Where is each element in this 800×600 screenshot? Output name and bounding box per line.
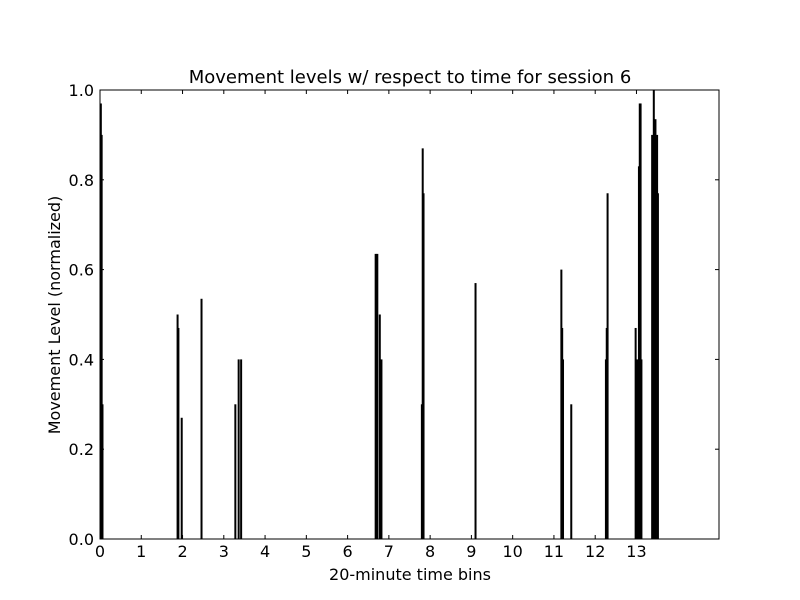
bar	[380, 359, 383, 539]
x-tick-label: 3	[219, 542, 229, 561]
bar	[636, 359, 639, 539]
bar	[237, 359, 240, 539]
bar	[634, 327, 637, 539]
x-tick-label: 2	[177, 542, 187, 561]
x-tick-label: 6	[343, 542, 353, 561]
bar	[422, 193, 425, 539]
bar	[177, 327, 180, 539]
bar	[651, 134, 654, 539]
bar	[376, 253, 379, 539]
plot-frame	[99, 89, 720, 540]
bar	[200, 298, 203, 539]
bar	[640, 359, 643, 539]
y-tick-label: 1.0	[69, 81, 94, 100]
x-tick-label: 10	[502, 542, 522, 561]
bar	[378, 314, 381, 539]
y-axis-ticks: 0.0 0.2 0.4 0.6 0.8 1.0	[69, 81, 719, 549]
bar	[180, 417, 183, 539]
y-tick-label: 0.4	[69, 350, 94, 369]
bar	[100, 134, 103, 539]
chart-title: Movement levels w/ respect to time for s…	[189, 67, 632, 88]
x-axis-ticks: 0 1 2 3 4 5 6 7 8 9 10 11 12 13	[95, 90, 647, 561]
bar	[639, 103, 642, 539]
y-axis-label: Movement Level (normalized)	[45, 196, 64, 435]
x-axis-label: 20-minute time bins	[329, 565, 491, 584]
x-tick-label: 5	[301, 542, 311, 561]
y-tick-label: 0.6	[69, 261, 94, 280]
bar	[570, 404, 573, 539]
y-tick-label: 0.0	[69, 530, 94, 549]
x-tick-label: 8	[425, 542, 435, 561]
x-tick-label: 9	[466, 542, 476, 561]
bar	[374, 253, 377, 539]
x-tick-label: 13	[626, 542, 646, 561]
bar	[474, 283, 477, 539]
y-tick-label: 0.2	[69, 440, 94, 459]
bar	[234, 404, 237, 539]
bar	[562, 359, 565, 539]
bar-series	[99, 90, 659, 539]
bar	[240, 359, 243, 539]
y-tick-label: 0.8	[69, 171, 94, 190]
bar	[656, 193, 659, 539]
x-tick-label: 12	[585, 542, 605, 561]
bar	[606, 193, 609, 539]
x-tick-label: 1	[136, 542, 146, 561]
x-tick-label: 11	[544, 542, 564, 561]
bar	[654, 119, 657, 539]
bar	[101, 404, 104, 539]
x-tick-label: 4	[260, 542, 270, 561]
x-tick-label: 7	[384, 542, 394, 561]
x-tick-label: 0	[95, 542, 105, 561]
